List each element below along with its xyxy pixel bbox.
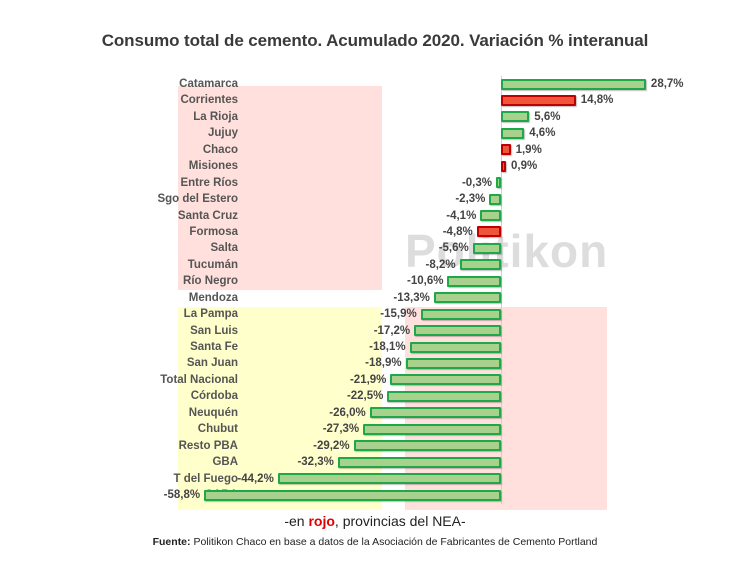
chart-title: Consumo total de cemento. Acumulado 2020… — [101, 31, 649, 50]
bar — [409, 341, 501, 353]
bar — [496, 177, 501, 189]
bar — [433, 292, 501, 304]
value-label: -29,2% — [313, 439, 350, 452]
bar — [501, 127, 525, 139]
category-label: Sgo del Estero — [157, 193, 238, 206]
category-label: Misiones — [188, 160, 238, 173]
note-prefix: -en — [284, 513, 309, 529]
note-highlight: rojo — [308, 513, 335, 529]
bar — [480, 210, 501, 222]
bar — [390, 374, 501, 386]
value-label: 14,8% — [580, 94, 614, 107]
category-label: Total Nacional — [160, 373, 238, 386]
bar — [414, 325, 501, 337]
nea-note: -en rojo, provincias del NEA- — [0, 513, 750, 529]
category-label: Chubut — [197, 423, 238, 436]
value-label: -18,1% — [369, 341, 406, 354]
bar — [363, 423, 501, 435]
value-label: -58,8% — [163, 489, 201, 501]
category-label: Santa Fe — [190, 341, 238, 354]
value-label: -18,9% — [365, 357, 402, 370]
bar — [501, 160, 506, 172]
value-label: -22,5% — [346, 390, 384, 403]
bar — [353, 440, 501, 452]
bar — [501, 111, 530, 123]
bar — [472, 242, 501, 254]
source-text: Politikon Chaco en base a datos de la As… — [190, 536, 598, 548]
bar — [489, 193, 501, 205]
bar — [204, 489, 501, 501]
note-suffix: , provincias del NEA- — [334, 513, 466, 529]
zero-axis — [501, 76, 502, 504]
value-label: -21,9% — [349, 373, 387, 386]
bar — [501, 144, 511, 156]
category-label: Catamarca — [179, 78, 238, 90]
value-label: -5,6% — [438, 242, 469, 255]
value-label: -0,3% — [461, 176, 492, 189]
bar — [277, 473, 501, 485]
bar — [405, 357, 501, 369]
category-label: Salta — [210, 242, 239, 255]
value-label: -4,1% — [446, 209, 477, 222]
value-label: -13,3% — [393, 291, 430, 304]
category-label: Río Negro — [183, 275, 238, 288]
category-label: T del Fuego — [173, 472, 238, 485]
value-label: 5,6% — [534, 110, 561, 123]
category-label: La Rioja — [193, 110, 238, 123]
category-label: Neuquén — [188, 406, 238, 419]
category-label: GBA — [212, 456, 238, 469]
category-label: Entre Ríos — [180, 176, 238, 189]
value-label: -8,2% — [425, 258, 456, 271]
watermark: Politikon — [405, 225, 609, 277]
value-label: -15,9% — [380, 308, 417, 321]
value-label: -44,2% — [237, 472, 274, 485]
source-line: Fuente: Politikon Chaco en base a datos … — [0, 536, 750, 548]
category-label: La Pampa — [183, 308, 238, 321]
value-label: -26,0% — [329, 406, 366, 419]
value-label: -27,3% — [322, 423, 360, 436]
value-label: 1,9% — [515, 143, 542, 156]
bar — [447, 275, 501, 287]
value-label: -10,6% — [407, 275, 444, 288]
value-label: 0,9% — [511, 160, 538, 173]
bar — [337, 456, 501, 468]
category-label: San Luis — [190, 324, 238, 337]
category-label: Mendoza — [188, 291, 238, 304]
bar — [459, 259, 501, 271]
bar — [501, 94, 576, 106]
category-label: Formosa — [189, 225, 238, 238]
category-label: Chaco — [202, 143, 238, 156]
source-label: Fuente: — [152, 536, 191, 548]
value-label: -4,8% — [442, 225, 473, 238]
category-label: Tucumán — [187, 258, 238, 271]
value-label: 28,7% — [650, 78, 684, 90]
bar — [387, 390, 501, 402]
category-label: Córdoba — [190, 390, 238, 403]
bar — [420, 308, 501, 320]
category-label: Resto PBA — [178, 439, 238, 452]
value-label: -2,3% — [455, 193, 486, 206]
value-label: -32,3% — [297, 456, 334, 469]
category-label: Corrientes — [180, 94, 238, 107]
category-label: Jujuy — [207, 127, 238, 140]
value-label: 4,6% — [529, 127, 556, 140]
bar — [369, 407, 501, 419]
category-label: Santa Cruz — [177, 209, 238, 222]
category-label: San Juan — [186, 357, 238, 370]
bar — [501, 78, 646, 90]
background-pink-top-left — [178, 86, 382, 290]
value-label: -17,2% — [373, 324, 411, 337]
bar — [476, 226, 501, 238]
